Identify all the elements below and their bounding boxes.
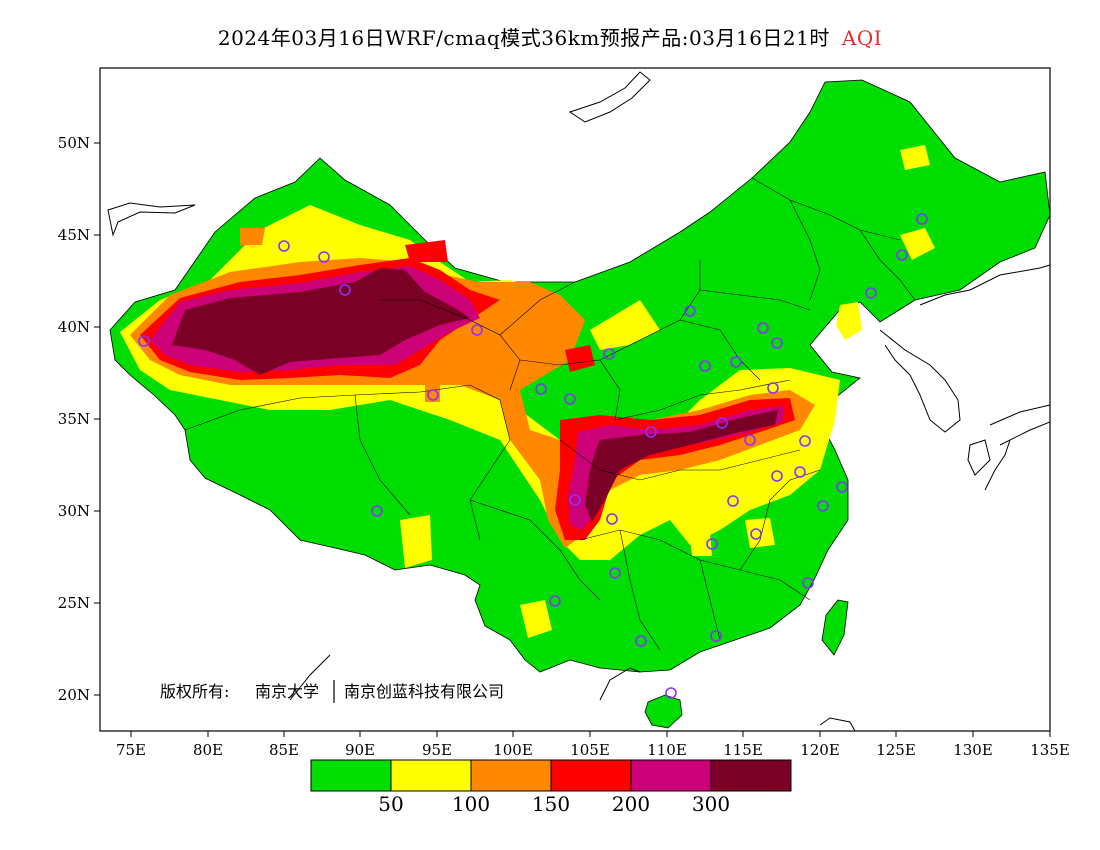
lon-tick-75E: 75E [116, 741, 146, 759]
lat-tick-45N: 45N [58, 226, 90, 244]
colorbar-bin-unhealthy [550, 759, 632, 792]
lon-tick-95E: 95E [422, 741, 452, 759]
colorbar-bin-usg [470, 759, 552, 792]
title-variable: AQI [841, 26, 883, 50]
colorbar-bin-very-unhealthy [630, 759, 712, 792]
colorbar-label-200: 200 [611, 792, 651, 816]
lat-tick-40N: 40N [58, 318, 90, 336]
copyright-org2: 南京创蓝科技有限公司 [344, 682, 504, 701]
lon-tick-135E: 135E [1030, 741, 1070, 759]
colorbar-label-150: 150 [531, 792, 571, 816]
lon-tick-85E: 85E [269, 741, 299, 759]
lon-tick-labels: 75E 80E 85E 90E 95E 100E 105E 110E 115E … [116, 741, 1070, 759]
hainan-island [644, 694, 683, 729]
copyright-label: 版权所有: [160, 682, 229, 701]
lon-tick-115E: 115E [723, 741, 763, 759]
lon-tick-125E: 125E [876, 741, 916, 759]
neighbor-coastlines [107, 71, 1050, 731]
lon-tick-100E: 100E [493, 741, 533, 759]
colorbar-label-50: 50 [378, 792, 404, 816]
copyright-notice: 版权所有: 南京大学 南京创蓝科技有限公司 [160, 680, 504, 703]
lon-tick-120E: 120E [800, 741, 840, 759]
copyright-org1: 南京大学 [255, 682, 319, 701]
lon-tick-110E: 110E [647, 741, 687, 759]
taiwan-island [821, 599, 849, 656]
lon-tick-130E: 130E [953, 741, 993, 759]
lat-tick-35N: 35N [58, 410, 90, 428]
lon-tick-105E: 105E [570, 741, 610, 759]
map-field [107, 71, 1050, 731]
aqi-hazardous-areas [172, 268, 778, 522]
lat-tick-labels: 50N 45N 40N 35N 30N 25N 20N [58, 134, 90, 704]
lat-tick-50N: 50N [58, 134, 90, 152]
colorbar-bin-moderate [390, 759, 472, 792]
colorbar-label-300: 300 [691, 792, 731, 816]
lon-tick-80E: 80E [193, 741, 223, 759]
lat-tick-25N: 25N [58, 594, 90, 612]
station-markers [138, 213, 928, 699]
lon-tick-90E: 90E [345, 741, 375, 759]
lat-tick-20N: 20N [58, 686, 90, 704]
axis-tick-lines [94, 142, 1051, 737]
province-boundaries [184, 177, 916, 651]
colorbar-label-100: 100 [451, 792, 491, 816]
colorbar-bin-hazardous [710, 759, 792, 792]
map-frame [99, 67, 1051, 732]
colorbar-bin-good [310, 759, 392, 792]
lat-tick-30N: 30N [58, 502, 90, 520]
map-title: 2024年03月16日WRF/cmaq模式36km预报产品:03月16日21时 A… [0, 22, 1100, 51]
title-main: 2024年03月16日WRF/cmaq模式36km预报产品:03月16日21时 [217, 26, 830, 50]
colorbar [310, 759, 792, 792]
